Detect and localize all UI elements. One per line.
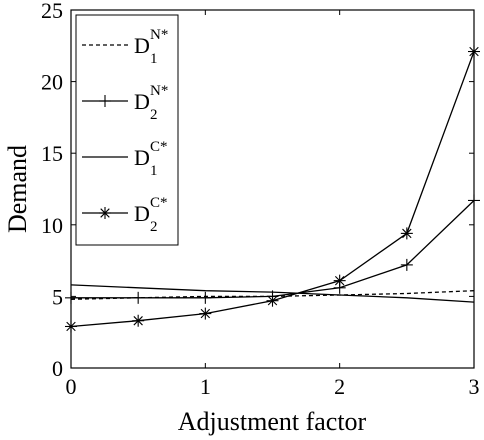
- legend-label-superscript: C*: [150, 195, 168, 211]
- star-marker: [65, 320, 77, 333]
- legend-label-subscript: 1: [150, 163, 158, 179]
- legend-label: D: [134, 145, 150, 170]
- plus-marker: [468, 194, 480, 207]
- legend: D N*1D N*2D C*1D C*2: [75, 14, 179, 246]
- legend-label: D: [134, 201, 150, 226]
- star-marker: [99, 207, 111, 219]
- y-tick-labels: 0 5 10 15 20 25: [41, 0, 63, 381]
- y-tick-label: 0: [52, 356, 63, 381]
- legend-label-superscript: N*: [150, 27, 168, 43]
- legend-label-subscript: 2: [150, 219, 158, 235]
- series-D1C*: [70, 284, 475, 303]
- series-line: [70, 284, 475, 303]
- legend-box: [75, 14, 179, 246]
- plus-marker: [65, 291, 77, 304]
- legend-label: D: [134, 33, 150, 58]
- plus-marker: [400, 258, 413, 271]
- y-tick-label: 25: [41, 0, 63, 23]
- star-marker: [266, 294, 279, 307]
- legend-label-subscript: 2: [150, 107, 158, 123]
- plus-marker: [199, 291, 212, 304]
- star-marker: [468, 45, 480, 58]
- legend-label-superscript: N*: [150, 83, 168, 99]
- legend-item: D N* 2: [82, 83, 168, 123]
- legend-label-subscript: 1: [150, 51, 158, 67]
- y-axis-label: Demand: [3, 145, 32, 233]
- y-tick-label: 5: [52, 284, 63, 309]
- legend-item: D N* 1: [82, 27, 168, 67]
- x-tick-labels: 0 1 2 3: [66, 374, 480, 399]
- x-tick-label: 2: [334, 374, 345, 399]
- star-marker: [333, 274, 346, 287]
- x-tick-label: 3: [469, 374, 480, 399]
- star-marker: [400, 227, 413, 240]
- legend-label-superscript: C*: [150, 139, 168, 155]
- legend-label: D: [134, 89, 150, 114]
- x-axis-label: Adjustment factor: [178, 407, 367, 436]
- axis-ticks: [70, 9, 475, 369]
- x-tick-label: 0: [66, 374, 77, 399]
- legend-item: D C* 1: [82, 139, 168, 179]
- series-D2C*: [65, 45, 480, 333]
- plus-marker: [99, 95, 111, 107]
- y-tick-label: 10: [41, 213, 63, 238]
- legend-item: D C* 2: [82, 195, 168, 235]
- series-layer: [65, 45, 480, 333]
- star-marker: [199, 307, 212, 320]
- plus-marker: [132, 291, 145, 304]
- x-tick-label: 1: [200, 374, 211, 399]
- y-tick-label: 15: [41, 141, 63, 166]
- star-marker: [132, 314, 145, 327]
- y-tick-label: 20: [41, 70, 63, 95]
